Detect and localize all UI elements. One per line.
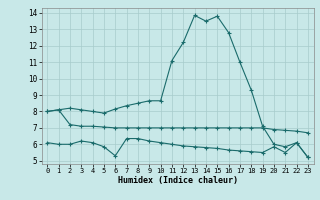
X-axis label: Humidex (Indice chaleur): Humidex (Indice chaleur) [118,176,237,185]
